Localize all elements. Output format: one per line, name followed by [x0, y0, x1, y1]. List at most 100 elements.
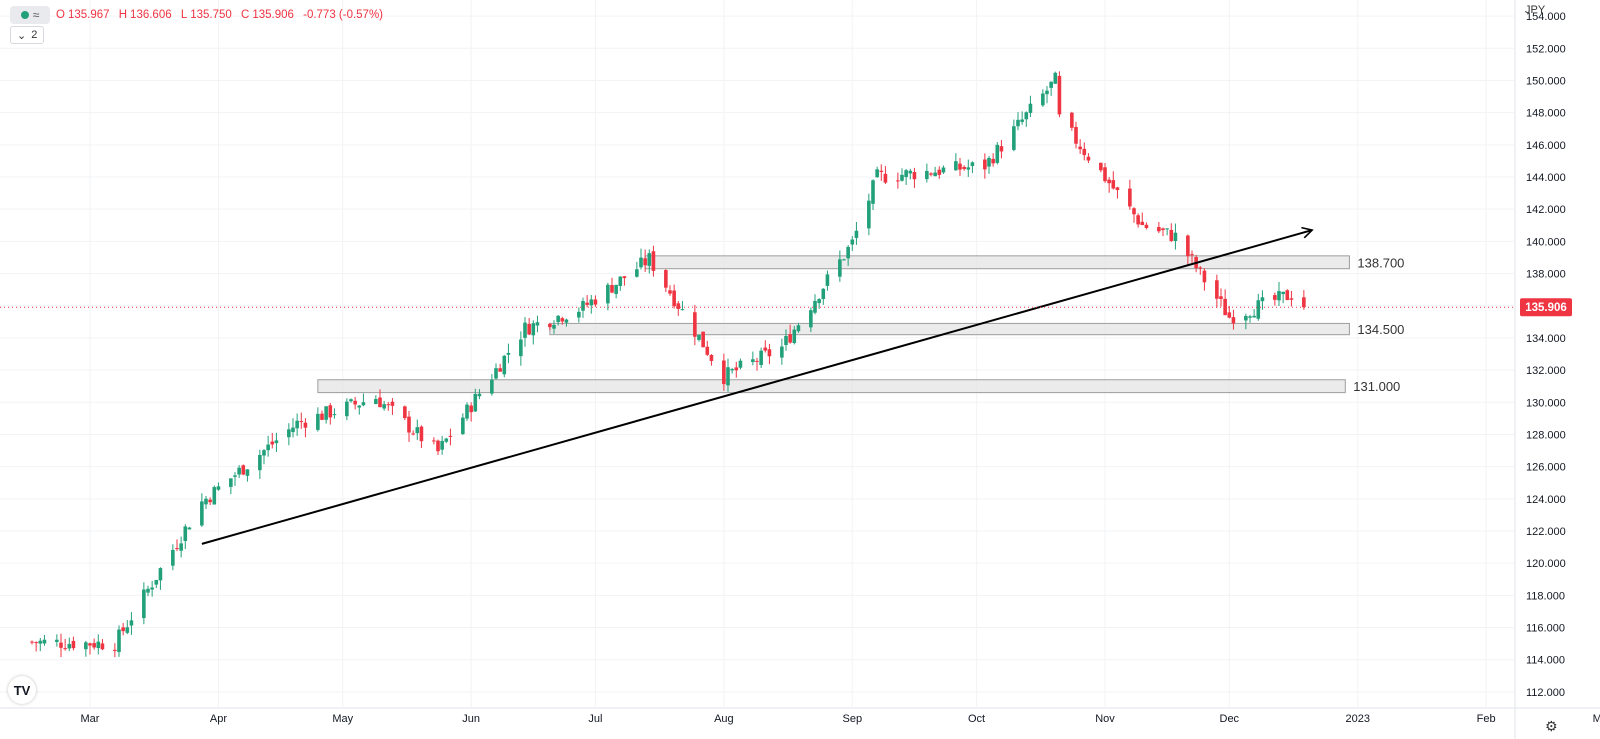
candle-body — [606, 284, 610, 304]
candle-body — [904, 170, 908, 178]
candle-body — [1302, 297, 1306, 308]
candle-body — [448, 435, 453, 437]
candle-body — [233, 475, 237, 477]
candle-body — [983, 159, 987, 170]
candle-body — [432, 440, 436, 442]
candle-body — [1024, 112, 1029, 120]
tradingview-logo-icon[interactable]: TV — [8, 676, 36, 704]
y-tick-label: 116.000 — [1526, 623, 1565, 635]
x-tick-label: Mar — [81, 713, 100, 725]
candle-body — [1169, 229, 1174, 241]
candle-body — [552, 324, 556, 329]
candle-body — [1215, 280, 1219, 299]
candle-body — [345, 401, 349, 417]
candle-body — [113, 649, 117, 651]
candle-body — [216, 486, 221, 490]
candle-body — [506, 352, 511, 355]
candle-body — [502, 355, 507, 375]
candle-body — [1231, 317, 1236, 324]
candle-body — [589, 299, 594, 306]
current-price-tag — [1520, 298, 1572, 317]
candle-body — [1049, 81, 1053, 88]
candle-body — [328, 405, 333, 418]
candle-body — [30, 641, 34, 643]
indicators-toggle-button[interactable]: ⌄ 2 — [10, 26, 45, 44]
candle-body — [1045, 90, 1049, 95]
candle-body — [1161, 228, 1165, 231]
candle-body — [142, 589, 146, 619]
wave-icon: ≈ — [32, 8, 40, 22]
candle-body — [179, 543, 183, 551]
candle-body — [1140, 221, 1145, 226]
candle-body — [100, 643, 105, 650]
candle-body — [693, 312, 697, 337]
change-value: -0.773 (-0.57%) — [303, 9, 384, 21]
candle-body — [96, 641, 101, 649]
open-label: O 135.967 — [56, 9, 110, 21]
candle-body — [320, 413, 324, 420]
candle-body — [1273, 295, 1277, 300]
candle-body — [465, 404, 469, 419]
current-price-label: 135.906 — [1525, 302, 1567, 314]
candle-body — [912, 172, 917, 180]
candle-body — [1165, 228, 1169, 230]
candle-body — [925, 170, 929, 180]
candle-body — [751, 359, 755, 363]
candle-body — [730, 369, 734, 371]
y-tick-label: 122.000 — [1526, 526, 1566, 538]
candle-body — [204, 498, 208, 505]
candle-body — [933, 172, 937, 177]
candle-body — [266, 444, 270, 451]
candle-body — [784, 336, 788, 345]
candle-body — [390, 401, 395, 406]
candle-body — [763, 347, 768, 351]
candle-body — [527, 323, 531, 335]
candle-body — [1223, 298, 1227, 316]
y-tick-label: 128.000 — [1526, 429, 1566, 441]
x-tick-label: Nov — [1095, 713, 1115, 725]
candle-body — [929, 173, 933, 175]
candle-body — [937, 169, 942, 175]
candle-body — [1086, 156, 1091, 161]
x-tick-label: 2023 — [1345, 713, 1369, 725]
candle-body — [821, 288, 826, 300]
candle-body — [262, 450, 266, 456]
y-tick-label: 114.000 — [1526, 655, 1565, 667]
candle-body — [1202, 270, 1207, 283]
candle-body — [954, 161, 958, 171]
candle-body — [378, 397, 382, 408]
candle-body — [1082, 148, 1087, 156]
legend-toggle-button[interactable]: ≈ — [10, 6, 50, 24]
y-tick-label: 132.000 — [1526, 365, 1566, 377]
symbol-legend: ≈ O 135.967 H 136.606 L 135.750 C 135.906 -0… — [10, 5, 386, 25]
candle-body — [548, 323, 552, 328]
candle-body — [618, 276, 623, 287]
candle-body — [1115, 187, 1120, 191]
candle-body — [991, 158, 995, 164]
candle-body — [556, 315, 560, 323]
candle-body — [788, 334, 792, 343]
y-tick-label: 126.000 — [1526, 462, 1566, 474]
y-tick-label: 120.000 — [1526, 558, 1566, 570]
candle-body — [734, 367, 739, 371]
currency-label[interactable]: JPY — [1525, 4, 1546, 16]
x-tick-label: Oct — [968, 713, 985, 725]
candle-body — [523, 322, 527, 338]
candle-body — [88, 643, 92, 646]
candle-body — [875, 169, 879, 178]
candle-body — [780, 346, 784, 358]
level-label: 134.500 — [1357, 322, 1404, 337]
settings-gear-icon[interactable]: ⚙ — [1545, 718, 1558, 734]
candle-body — [846, 246, 850, 259]
candle-body — [274, 440, 279, 444]
candle-body — [1111, 180, 1116, 189]
chevron-down-icon: ⌄ — [17, 29, 27, 42]
level-zone — [317, 379, 1346, 394]
trendline — [201, 229, 1313, 545]
candle-body — [705, 346, 710, 355]
candle-body — [680, 309, 685, 311]
candle-body — [1285, 290, 1290, 301]
candle-body — [1057, 75, 1062, 115]
candle-body — [962, 166, 966, 170]
